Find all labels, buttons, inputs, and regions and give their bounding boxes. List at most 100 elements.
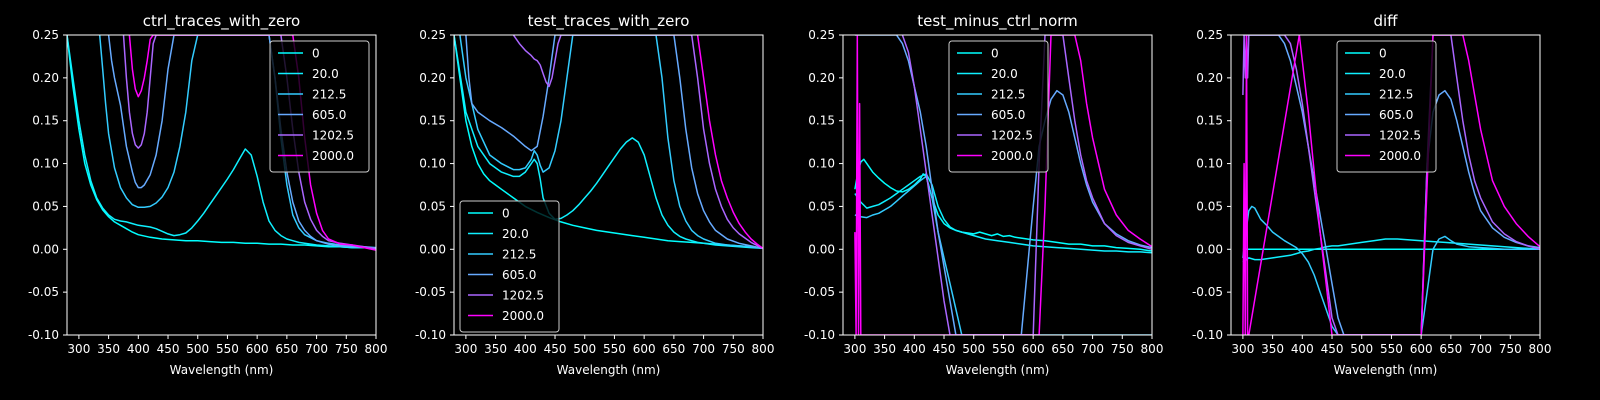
y-tick-label: -0.05 — [415, 285, 446, 299]
x-tick-label: 400 — [903, 342, 926, 356]
x-tick-label: 300 — [1231, 342, 1254, 356]
legend-entry-605-0: 605.0 — [312, 108, 346, 122]
legend-entry-2000-0: 2000.0 — [1379, 149, 1421, 163]
legend-entry-20-0: 20.0 — [502, 227, 529, 241]
x-tick-label: 350 — [97, 342, 120, 356]
series-line-2000-0 — [854, 35, 1152, 335]
series-group — [1242, 35, 1540, 335]
series-line-1202-5 — [901, 35, 1152, 335]
chart-title: diff — [1373, 12, 1398, 30]
y-tick-label: -0.10 — [28, 328, 59, 342]
series-line-2000-0 — [1242, 35, 1540, 335]
series-line-0 — [854, 158, 1152, 252]
x-tick-label: 800 — [1529, 342, 1552, 356]
y-tick-label: 0.05 — [32, 199, 59, 213]
y-tick-label: 0.15 — [808, 114, 835, 128]
series-line-0 — [67, 35, 376, 250]
x-tick-label: 800 — [1141, 342, 1164, 356]
legend-entry-0: 0 — [991, 47, 999, 61]
legend: 0 20.0 212.5 605.0 1202.5 2000.0 — [948, 40, 1049, 173]
x-tick-label: 650 — [275, 342, 298, 356]
axes-frame — [453, 34, 764, 336]
x-tick-label: 750 — [1111, 342, 1134, 356]
series-line-20-0 — [67, 35, 376, 250]
series-group — [854, 35, 1152, 335]
y-tick-label: 0.10 — [32, 157, 59, 171]
x-axis-label: Wavelength (nm) — [170, 363, 274, 377]
series-line-605-0 — [465, 35, 763, 250]
x-tick-label: 500 — [1350, 342, 1373, 356]
legend-entry-0: 0 — [502, 207, 510, 221]
x-tick-label: 750 — [722, 342, 745, 356]
x-tick-label: 600 — [246, 342, 269, 356]
y-tick-label: 0.00 — [808, 242, 835, 256]
axes-frame — [66, 34, 377, 336]
x-tick-label: 650 — [1439, 342, 1462, 356]
x-tick-label: 550 — [1380, 342, 1403, 356]
legend-entry-212-5: 212.5 — [1379, 88, 1413, 102]
x-tick-label: 300 — [454, 342, 477, 356]
subplot-test-minus-ctrl-norm: test_minus_ctrl_norm 300 350 400 450 500 550 60… — [804, 12, 1164, 377]
x-tick-label: 550 — [216, 342, 239, 356]
y-tick-label: 0.10 — [808, 157, 835, 171]
chart-title: ctrl_traces_with_zero — [143, 12, 300, 31]
legend-entry-20-0: 20.0 — [1379, 67, 1406, 81]
legend-entry-605-0: 605.0 — [1379, 108, 1413, 122]
series-line-1202-5 — [1242, 35, 1540, 335]
y-tick-label: 0.15 — [32, 114, 59, 128]
x-tick-label: 700 — [692, 342, 715, 356]
x-axis-label: Wavelength (nm) — [557, 363, 661, 377]
x-tick-label: 700 — [1469, 342, 1492, 356]
legend-entry-605-0: 605.0 — [991, 108, 1025, 122]
x-axis-label: Wavelength (nm) — [1334, 363, 1438, 377]
x-tick-label: 650 — [662, 342, 685, 356]
legend-entry-1202-5: 1202.5 — [991, 129, 1033, 143]
legend-entry-1202-5: 1202.5 — [502, 289, 544, 303]
y-tick-label: -0.05 — [1192, 285, 1223, 299]
x-tick-label: 500 — [186, 342, 209, 356]
legend-entry-2000-0: 2000.0 — [502, 309, 544, 323]
y-tick-label: 0.25 — [1196, 28, 1223, 42]
series-line-212-5 — [98, 35, 376, 249]
x-tick-label: 350 — [484, 342, 507, 356]
series-line-20-0 — [454, 35, 763, 250]
legend-entry-1202-5: 1202.5 — [1379, 129, 1421, 143]
series-line-212-5 — [1242, 205, 1540, 335]
x-tick-label: 400 — [1291, 342, 1314, 356]
legend: 0 20.0 212.5 605.0 1202.5 2000.0 — [269, 40, 370, 173]
x-tick-label: 500 — [573, 342, 596, 356]
legend-entry-2000-0: 2000.0 — [312, 149, 354, 163]
subplot-diff: diff 300 350 400 450 500 550 600 650 700 750 800 -0.… — [1192, 12, 1552, 377]
x-tick-label: 450 — [544, 342, 567, 356]
x-tick-label: 400 — [514, 342, 537, 356]
legend-entry-1202-5: 1202.5 — [312, 129, 354, 143]
y-tick-label: 0.15 — [419, 114, 446, 128]
series-line-212-5 — [854, 175, 1152, 335]
legend-entry-20-0: 20.0 — [312, 67, 339, 81]
y-tick-label: 0.25 — [32, 28, 59, 42]
chart-title: test_minus_ctrl_norm — [917, 12, 1078, 31]
axes-frame — [1230, 34, 1541, 336]
legend-entry-212-5: 212.5 — [312, 88, 346, 102]
y-tick-label: -0.10 — [415, 328, 446, 342]
y-tick-label: -0.05 — [28, 285, 59, 299]
x-tick-label: 450 — [1321, 342, 1344, 356]
y-tick-label: -0.10 — [1192, 328, 1223, 342]
y-tick-label: 0.00 — [1196, 242, 1223, 256]
y-tick-label: 0.20 — [1196, 71, 1223, 85]
x-tick-label: 550 — [992, 342, 1015, 356]
x-tick-label: 400 — [127, 342, 150, 356]
x-tick-label: 800 — [365, 342, 388, 356]
x-tick-label: 600 — [1410, 342, 1433, 356]
x-tick-label: 300 — [843, 342, 866, 356]
chart-title: test_traces_with_zero — [528, 12, 690, 31]
legend-entry-212-5: 212.5 — [502, 248, 536, 262]
y-tick-label: 0.20 — [808, 71, 835, 85]
x-tick-label: 450 — [933, 342, 956, 356]
legend-entry-605-0: 605.0 — [502, 268, 536, 282]
x-tick-label: 700 — [1081, 342, 1104, 356]
legend-entry-0: 0 — [1379, 47, 1387, 61]
subplot-ctrl-traces-with-zero: ctrl_traces_with_zero 300 350 400 450 500 550 6… — [28, 12, 388, 377]
y-tick-label: 0.00 — [32, 242, 59, 256]
